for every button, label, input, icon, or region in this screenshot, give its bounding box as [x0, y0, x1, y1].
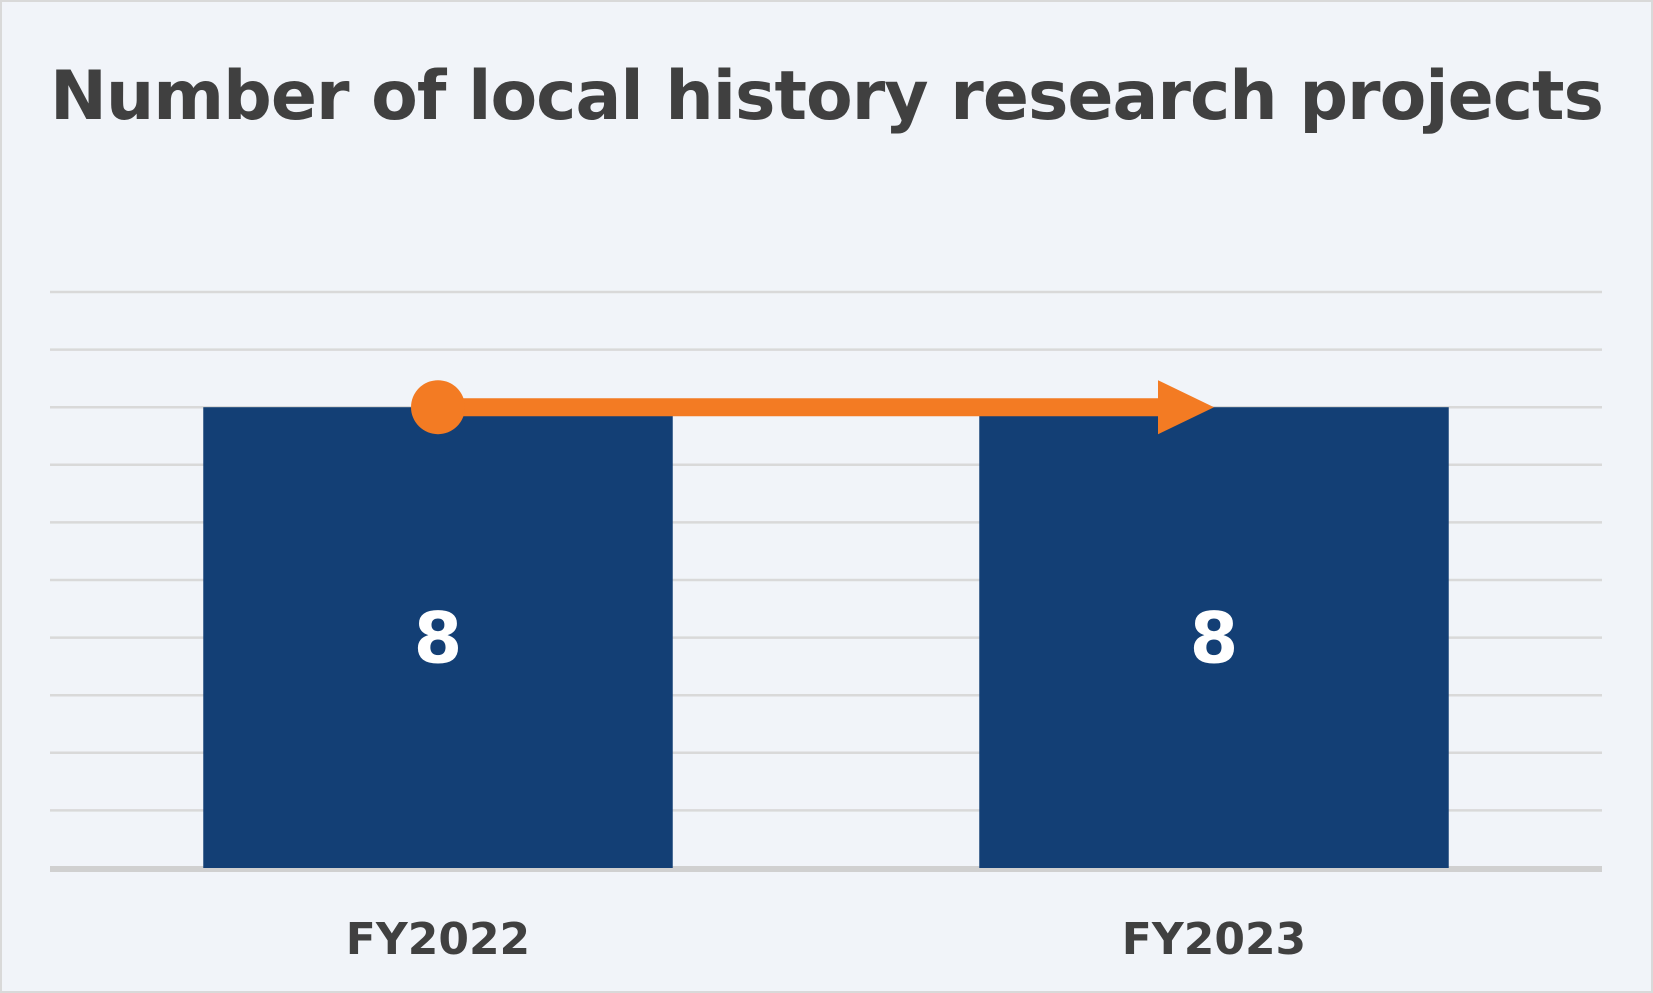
trend-arrow-head [1158, 380, 1214, 435]
x-tick-label-fy2023: FY2023 [1122, 914, 1306, 965]
x-tick-label-fy2022: FY2022 [346, 914, 530, 965]
trend-arrow [411, 380, 1214, 435]
chart-title: Number of local history research project… [49, 57, 1604, 136]
value-label-fy2023: 8 [1190, 598, 1239, 680]
bar-fy2023 [979, 407, 1449, 868]
bar-fy2022 [203, 407, 673, 868]
trend-arrow-start-dot [411, 380, 465, 435]
labels: 8 FY2022 8 FY2023 [346, 598, 1306, 965]
bars [203, 407, 1449, 868]
value-label-fy2022: 8 [414, 598, 463, 680]
